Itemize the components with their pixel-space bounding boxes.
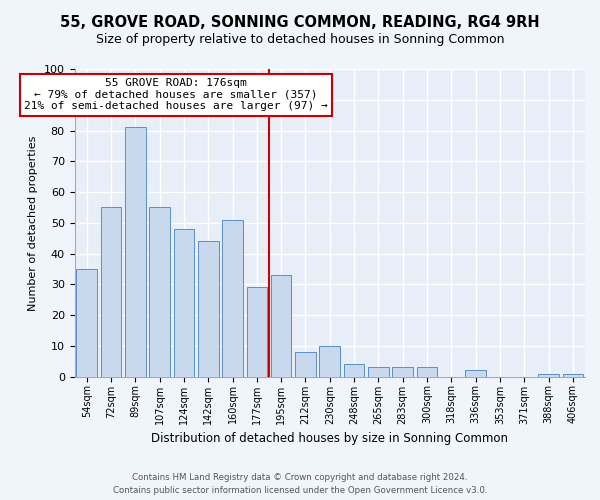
Bar <box>271 275 292 376</box>
Bar <box>416 368 437 376</box>
Bar <box>538 374 559 376</box>
Text: 55, GROVE ROAD, SONNING COMMON, READING, RG4 9RH: 55, GROVE ROAD, SONNING COMMON, READING,… <box>60 15 540 30</box>
Bar <box>295 352 316 376</box>
Text: Contains HM Land Registry data © Crown copyright and database right 2024.
Contai: Contains HM Land Registry data © Crown c… <box>113 474 487 495</box>
Bar <box>392 368 413 376</box>
Bar <box>125 128 146 376</box>
Bar <box>76 269 97 376</box>
Bar <box>247 288 267 376</box>
X-axis label: Distribution of detached houses by size in Sonning Common: Distribution of detached houses by size … <box>151 432 508 445</box>
Bar <box>344 364 364 376</box>
Bar <box>149 208 170 376</box>
Bar <box>101 208 121 376</box>
Bar <box>563 374 583 376</box>
Text: Size of property relative to detached houses in Sonning Common: Size of property relative to detached ho… <box>96 32 504 46</box>
Bar <box>173 229 194 376</box>
Bar <box>198 242 218 376</box>
Bar <box>319 346 340 376</box>
Bar <box>368 368 389 376</box>
Text: 55 GROVE ROAD: 176sqm
← 79% of detached houses are smaller (357)
21% of semi-det: 55 GROVE ROAD: 176sqm ← 79% of detached … <box>24 78 328 112</box>
Y-axis label: Number of detached properties: Number of detached properties <box>28 135 38 310</box>
Bar <box>222 220 243 376</box>
Bar <box>465 370 486 376</box>
